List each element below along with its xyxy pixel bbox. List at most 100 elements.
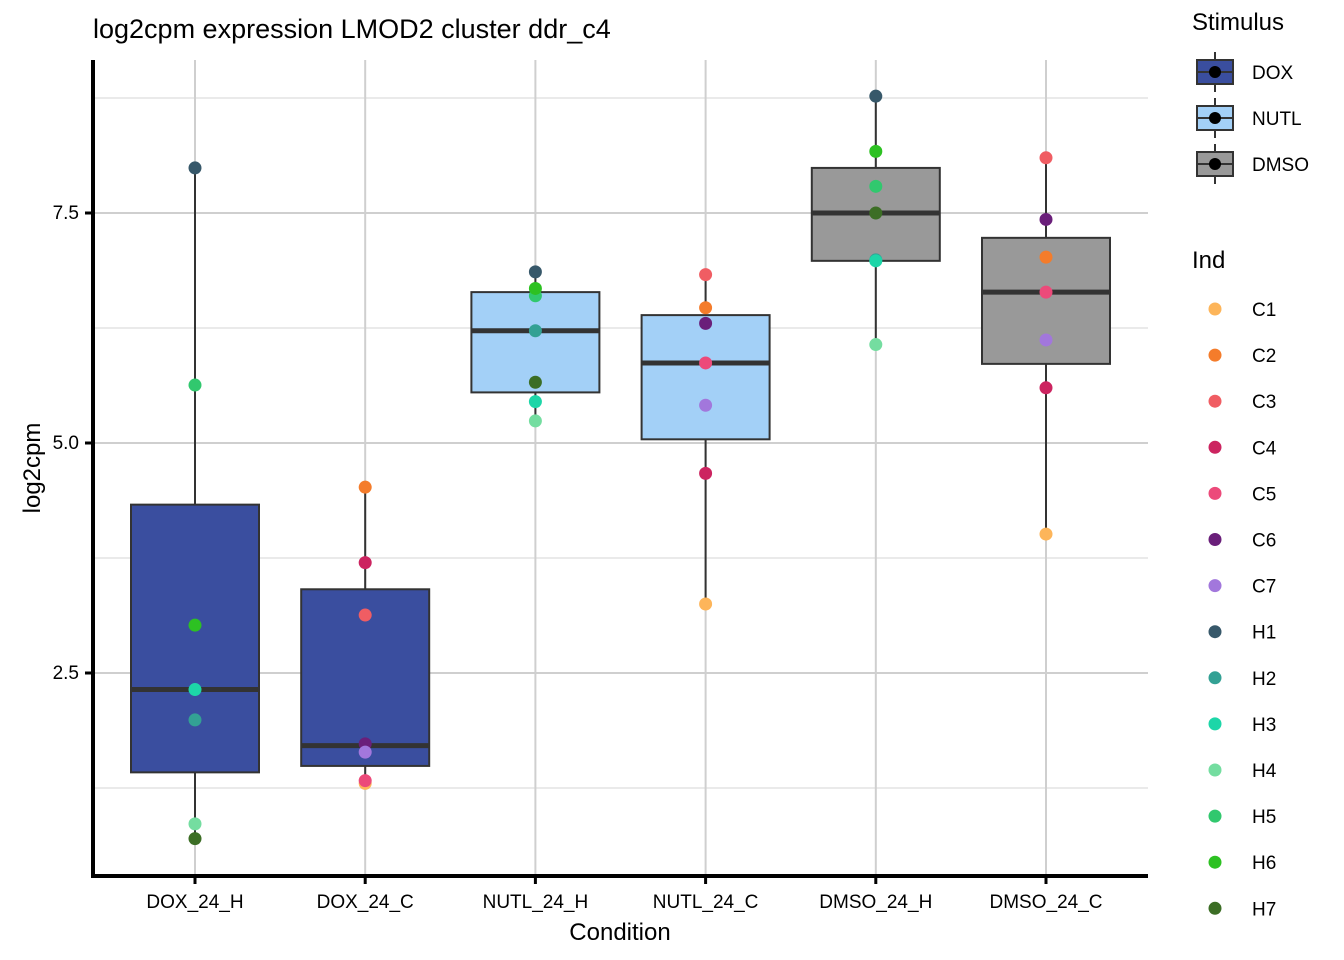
point-h6 [528,281,542,295]
legend-key-point [1209,66,1221,78]
y-tick-label: 7.5 [53,203,79,224]
point-c4 [358,556,372,570]
point-c7 [1039,333,1053,347]
point-h5 [188,378,202,392]
legend-ind-item-h1: H1 [1208,623,1276,644]
legend-stimulus-item-dox: DOX [1196,52,1294,92]
point-h3 [528,395,542,409]
legend-ind-swatch [1208,671,1222,685]
point-c7 [699,398,713,412]
legend-stimulus-item-dmso: DMSO [1196,144,1309,184]
legend-ind-swatch [1208,486,1222,500]
legend-ind-swatch [1208,901,1222,915]
legend-ind-item-h7: H7 [1208,899,1276,920]
point-h7 [188,832,202,846]
x-tick-label: DMSO_24_C [990,892,1103,913]
legend-ind-item-c2: C2 [1208,346,1276,367]
legend-ind-swatch [1208,348,1222,362]
legend-ind-label: C3 [1252,392,1276,413]
legend-ind-swatch [1208,717,1222,731]
box-dmso-24-h [810,96,941,345]
x-tick-label: DMSO_24_H [819,892,932,913]
legend-ind-swatch [1208,440,1222,454]
point-c3 [699,268,713,282]
legend-stimulus-item-nutl: NUTL [1196,98,1302,138]
point-h2 [528,324,542,338]
legend-ind-item-h2: H2 [1208,669,1276,690]
x-tick-label: NUTL_24_C [653,892,759,913]
point-c4 [699,466,713,480]
legend-ind-label: H3 [1252,715,1276,736]
point-h2 [188,713,202,727]
point-c5 [1039,285,1053,299]
legend-ind-item-c4: C4 [1208,438,1277,459]
x-tick-label: DOX_24_H [146,892,243,913]
point-c3 [358,608,372,622]
point-h1 [869,89,883,103]
legend-stimulus-label: DMSO [1252,155,1309,176]
legend-ind-swatch [1208,394,1222,408]
legend-ind-swatch [1208,533,1222,546]
point-c6 [1039,212,1053,226]
point-c2 [1039,250,1053,264]
point-h3 [869,254,883,268]
legend-ind-item-h5: H5 [1208,807,1276,828]
legend-ind-label: H6 [1252,853,1276,874]
points-layer [188,89,1053,846]
point-h4 [869,338,883,352]
box-iqr [470,291,601,394]
legend-ind-swatch [1208,579,1222,593]
point-h7 [869,206,883,220]
legend-ind-label: H7 [1252,899,1276,920]
boxes-layer [130,96,1111,839]
point-c5 [699,356,713,370]
legend-ind-item-c3: C3 [1208,392,1276,413]
box-iqr [640,314,771,441]
legend-stimulus-title: Stimulus [1192,9,1284,36]
legend-stimulus-label: DOX [1252,63,1294,84]
legend-ind-item-h3: H3 [1208,715,1276,736]
axes: 2.5 5.0 7.5 DOX_24_H DOX_24_C NUTL_24_H NUTL_2… [53,60,1148,913]
legend-ind-label: H4 [1252,761,1277,782]
point-c1 [699,597,713,611]
box-dox-24-h [130,167,260,839]
x-axis-label: Condition [569,919,670,946]
point-h4 [528,414,542,428]
point-c2 [358,480,372,494]
point-c6 [699,316,713,330]
legend-ind-label: C7 [1252,577,1276,598]
legend-ind-title: Ind [1192,247,1225,274]
box-iqr [130,503,260,774]
legend-ind-item-c1: C1 [1208,300,1276,321]
legend-ind-label: H1 [1252,623,1276,644]
chart-title: log2cpm expression LMOD2 cluster ddr_c4 [93,14,611,44]
legend-ind: Ind C1 C2 C3 C4 C5 C6 C7 H1 H2 H3 H4 H5 H6 H7 [1192,247,1277,920]
point-c7 [358,745,372,759]
point-c4 [1039,381,1053,395]
legend-ind-swatch [1208,625,1222,639]
legend-ind-item-h4: H4 [1208,761,1277,782]
point-h6 [188,618,202,632]
legend-ind-label: C6 [1252,531,1276,552]
point-h6 [869,144,883,158]
legend-ind-label: C2 [1252,346,1276,367]
legend-stimulus-label: NUTL [1252,109,1302,130]
legend-ind-label: H2 [1252,669,1276,690]
legend-ind-swatch [1208,763,1222,777]
legend-ind-swatch [1208,809,1222,823]
y-tick-label: 2.5 [53,663,79,684]
x-tick-label: DOX_24_C [317,892,414,913]
point-h5 [869,179,883,193]
point-h1 [528,265,542,279]
point-c1 [1039,527,1053,541]
x-tick-label: NUTL_24_H [483,892,589,913]
legend-ind-item-c7: C7 [1208,577,1276,598]
legend-ind-label: H5 [1252,807,1276,828]
legend-key-point [1209,158,1221,170]
legend-ind-item-c6: C6 [1208,531,1276,552]
legend-ind-item-c5: C5 [1208,484,1276,505]
box-nutl-24-c [640,274,771,604]
point-c2 [699,301,713,315]
legend-ind-label: C4 [1252,438,1277,459]
